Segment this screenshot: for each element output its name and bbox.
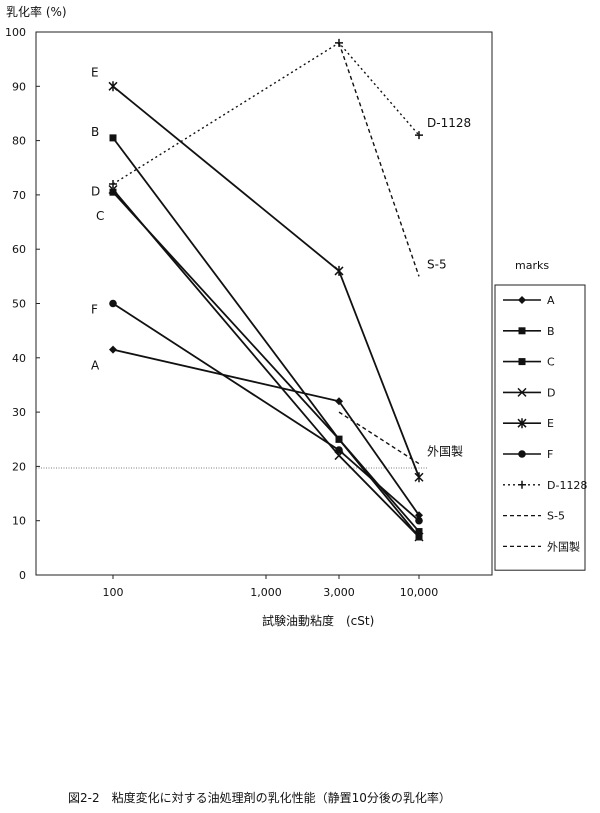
legend-marker xyxy=(518,358,526,366)
legend-label: D xyxy=(547,386,555,399)
legend-item-1: B xyxy=(503,325,555,338)
y-tick-label: 90 xyxy=(12,80,26,93)
y-tick-label: 60 xyxy=(12,243,26,256)
x-tick-label: 10,000 xyxy=(400,586,439,599)
series-0-point xyxy=(109,345,117,354)
series-3-label: D xyxy=(91,184,100,198)
series-2-point xyxy=(335,435,343,443)
series-1-point xyxy=(415,528,423,536)
legend-box xyxy=(494,284,586,571)
legend-item-0: A xyxy=(503,294,555,307)
series-4-point xyxy=(414,472,424,483)
series-0: A xyxy=(91,345,423,520)
x-tick-label: 1,000 xyxy=(250,586,282,599)
legend-label: F xyxy=(547,448,553,461)
legend-item-3: D xyxy=(503,386,555,399)
y-tick-label: 0 xyxy=(19,569,26,582)
y-tick-label: 40 xyxy=(12,352,26,365)
y-tick-label: 70 xyxy=(12,189,26,202)
y-tick-label: 50 xyxy=(12,298,26,311)
legend-marker xyxy=(517,418,527,429)
legend-label: C xyxy=(547,356,555,369)
series-3-point xyxy=(414,532,424,542)
x-tick-label: 3,000 xyxy=(323,586,355,599)
series-1-label: B xyxy=(91,125,99,139)
legend-item-7: S-5 xyxy=(503,510,565,523)
legend-label: B xyxy=(547,325,555,338)
y-tick-label: 80 xyxy=(12,135,26,148)
legend-item-8: 外国製 xyxy=(503,539,580,553)
y-tick-label: 30 xyxy=(12,406,26,419)
y-tick-label: 20 xyxy=(12,460,26,473)
legend-label: S-5 xyxy=(547,510,565,523)
series-4-point xyxy=(108,81,118,92)
series-2-point xyxy=(109,188,117,196)
series-6-label: D-1128 xyxy=(427,116,471,130)
series-4-line xyxy=(112,85,420,478)
series-1-point xyxy=(109,134,117,142)
legend-marker xyxy=(518,327,526,335)
legend-label: A xyxy=(547,294,555,307)
series-4-label: E xyxy=(91,65,99,79)
series-7: S-5 xyxy=(338,42,447,277)
series-0-label: A xyxy=(91,359,100,373)
legend: marks A B C D E F D-1128 S-5 外国製 xyxy=(494,259,587,571)
series-0-point xyxy=(334,397,343,406)
series-1: B xyxy=(91,125,423,536)
series-3: D xyxy=(91,184,424,542)
series-7-label: S-5 xyxy=(427,257,447,271)
figure-caption: 図2-2 粘度変化に対する油処理剤の乳化性能（静置10分後の乳化率） xyxy=(68,790,451,805)
legend-item-4: E xyxy=(503,417,554,430)
legend-label: E xyxy=(547,417,554,430)
x-tick-label: 100 xyxy=(103,586,124,599)
series-7-line xyxy=(338,42,420,277)
series-5-line xyxy=(112,302,420,522)
legend-marker xyxy=(518,480,526,489)
series-8-line xyxy=(338,411,420,465)
series-4: E xyxy=(91,65,424,483)
series-3-point xyxy=(108,184,118,195)
series-6-point xyxy=(109,180,117,189)
legend-marker xyxy=(518,450,526,458)
y-tick-label: 100 xyxy=(5,26,26,39)
y-axis-title: 乳化率 (%) xyxy=(6,4,67,19)
plot-frame xyxy=(35,31,493,576)
series-5-point xyxy=(109,299,117,308)
series-8-label: 外国製 xyxy=(427,445,463,459)
series-6-line xyxy=(112,41,420,185)
series-5-label: F xyxy=(91,303,98,317)
series-2: C xyxy=(96,188,423,541)
legend-item-2: C xyxy=(503,356,555,369)
series-6: D-1128 xyxy=(109,38,471,189)
y-tick-label: 10 xyxy=(12,515,26,528)
x-axis-title: 試験油動粘度 (cSt) xyxy=(262,613,374,628)
legend-label: 外国製 xyxy=(547,539,580,553)
legend-item-6: D-1128 xyxy=(503,479,587,492)
legend-marker xyxy=(517,387,527,397)
legend-item-5: F xyxy=(503,448,553,461)
series-5-point xyxy=(335,446,343,454)
series-0-point xyxy=(415,511,423,520)
series-4-point xyxy=(334,265,344,276)
series-8: 外国製 xyxy=(338,411,463,465)
legend-label: D-1128 xyxy=(547,479,587,492)
legend-title: marks xyxy=(515,259,549,272)
series-6-point xyxy=(415,131,423,140)
legend-marker xyxy=(518,296,526,304)
series-1-line xyxy=(112,137,420,533)
series-2-label: C xyxy=(96,209,104,223)
series-5-point xyxy=(415,516,423,525)
series-5: F xyxy=(91,299,423,525)
